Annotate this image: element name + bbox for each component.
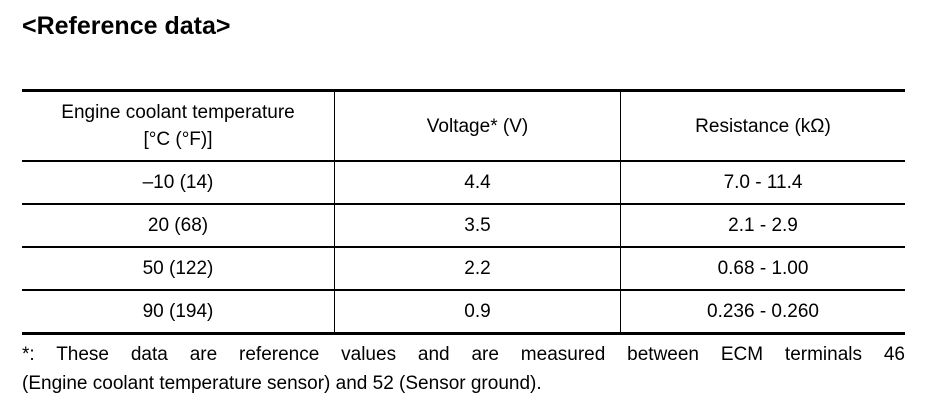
table-cell: 2.2 xyxy=(334,247,621,291)
footnote: *: These data are reference values and a… xyxy=(22,340,905,398)
table-cell: 90 (194) xyxy=(22,290,335,335)
table-cell: 20 (68) xyxy=(22,204,335,248)
table-row: –10 (14) 4.4 7.0 - 11.4 xyxy=(22,161,905,205)
table-cell: –10 (14) xyxy=(22,161,335,205)
table-body: –10 (14) 4.4 7.0 - 11.4 20 (68) 3.5 2.1 - 2.9… xyxy=(22,161,905,335)
header-line: Engine coolant temperature xyxy=(61,102,295,123)
table-cell: 0.68 - 1.00 xyxy=(620,247,905,291)
header-cell: Resistance (kΩ) xyxy=(620,89,905,162)
table-cell: 50 (122) xyxy=(22,247,335,291)
reference-table: Engine coolant temperature [°C (°F)] Volt… xyxy=(22,89,905,335)
table-cell: 0.236 - 0.260 xyxy=(620,290,905,335)
heading: <Reference data> xyxy=(22,12,231,40)
header-cell: Engine coolant temperature [°C (°F)] xyxy=(22,89,335,162)
table-row: 20 (68) 3.5 2.1 - 2.9 xyxy=(22,204,905,248)
table-cell: 2.1 - 2.9 xyxy=(620,204,905,248)
header-cell: Voltage* (V) xyxy=(334,89,621,162)
table-cell: 0.9 xyxy=(334,290,621,335)
table-header: Engine coolant temperature [°C (°F)] Volt… xyxy=(22,89,905,162)
table-cell: 3.5 xyxy=(334,204,621,248)
footnote-line: (Engine coolant temperature sensor) and … xyxy=(22,373,542,394)
footnote-line: *: These data are reference values and a… xyxy=(22,344,905,365)
table-cell: 7.0 - 11.4 xyxy=(620,161,905,205)
header-row: Engine coolant temperature [°C (°F)] Volt… xyxy=(22,89,905,162)
table-row: 90 (194) 0.9 0.236 - 0.260 xyxy=(22,290,905,335)
table-row: 50 (122) 2.2 0.68 - 1.00 xyxy=(22,247,905,291)
table-cell: 4.4 xyxy=(334,161,621,205)
header-line: [°C (°F)] xyxy=(143,129,213,150)
